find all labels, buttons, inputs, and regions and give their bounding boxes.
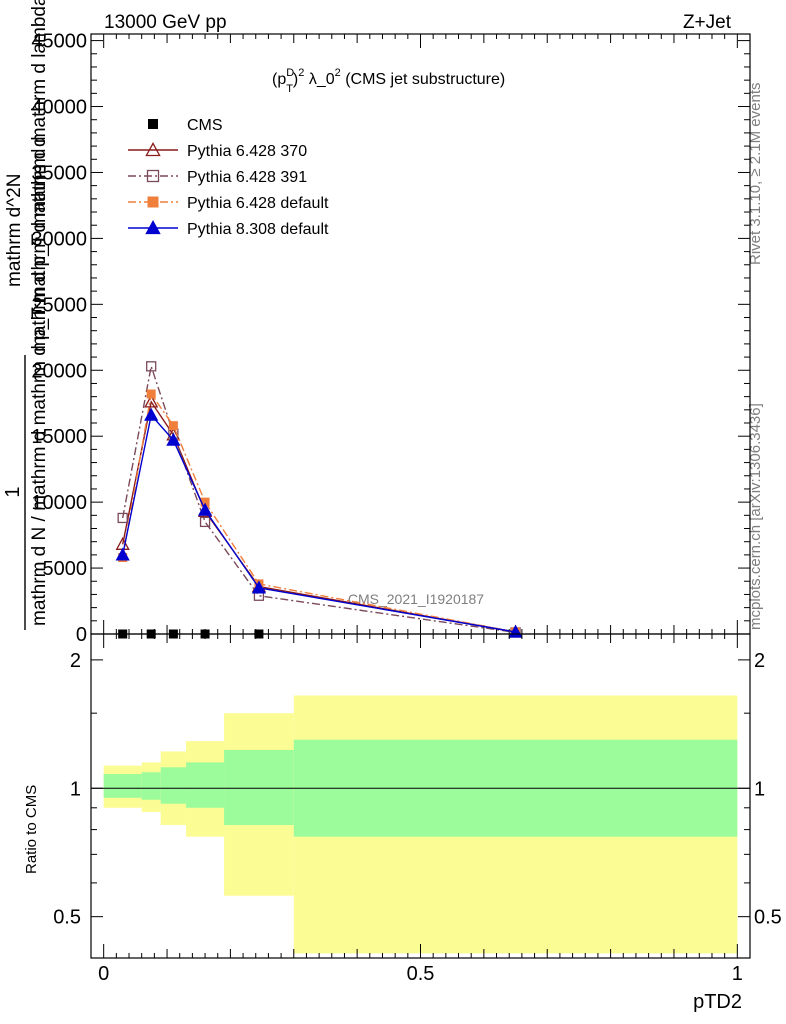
header-left: 13000 GeV pp [104, 12, 227, 33]
data-point [146, 389, 156, 399]
y-tick-label-main: 20000 [31, 360, 87, 382]
y-label-line1: mathrm d^2N [4, 174, 25, 287]
legend-item: Pythia 6.428 391 [128, 169, 307, 186]
legend-item: Pythia 6.428 default [128, 195, 329, 212]
y-tick-label-main: 30000 [31, 228, 87, 250]
y-axis-label-main: 1 mathrm d N / mathrm d mathrm d p_T mat… [2, 0, 50, 630]
data-point [146, 169, 160, 183]
watermark: CMS_2021_I1920187 [348, 591, 484, 607]
y-label-denominator: mathrm d N / mathrm d mathrm d p_T mathr… [29, 136, 50, 626]
ratio-band-inner [103, 774, 142, 798]
x-tick-label: 0.5 [407, 963, 435, 985]
header-right: Z+Jet [683, 12, 732, 33]
series-line [121, 366, 516, 634]
x-tick-label: 1 [732, 963, 743, 985]
y-tick-label-main: 10000 [31, 492, 87, 514]
ratio-band-inner [186, 762, 225, 808]
x-axis-label: pTD2 [693, 991, 742, 1013]
data-point [166, 432, 181, 446]
legend-item: CMS [148, 117, 223, 134]
series-pythia-8-308-default [115, 407, 523, 638]
y-label-numerator: 1 [2, 486, 24, 497]
legend-label: Pythia 6.428 391 [187, 169, 307, 186]
ratio-plot: 0 0.5 1 0.5 0.5 1 1 2 2 [53, 633, 782, 985]
y-tick-label-main: 25000 [31, 294, 87, 316]
data-point [144, 407, 159, 421]
data-point [146, 361, 157, 372]
y-label-line2: mathrm d p_T mathrm d mathrm d lambda [29, 0, 50, 352]
y-axis-label-ratio: Ratio to CMS [23, 785, 40, 874]
ratio-band-inner [141, 772, 161, 800]
y-tick-label-main: 45000 [31, 31, 87, 53]
data-point [251, 580, 267, 594]
data-point [145, 142, 161, 157]
legend-label: Pythia 8.308 default [187, 221, 329, 238]
data-point [199, 516, 211, 528]
data-point [147, 196, 159, 208]
legend-label: Pythia 6.428 default [187, 195, 329, 212]
y-tick-label-ratio-right: 2 [754, 650, 765, 672]
ratio-band-inner [224, 749, 294, 826]
series-line [121, 392, 516, 633]
series-line [121, 413, 516, 633]
chart-title: (pD T)2 λ_02 (CMS jet substructure) [272, 67, 505, 95]
y-tick-label-ratio: 2 [70, 650, 81, 672]
legend-item: Pythia 6.428 370 [128, 142, 307, 160]
data-point [115, 547, 130, 561]
ratio-bands [103, 695, 738, 954]
x-tick-label: 0 [98, 963, 109, 985]
legend-item: Pythia 8.308 default [128, 220, 329, 238]
rivet-label: Rivet 3.1.10, ≥ 2.1M events [747, 83, 764, 266]
data-point [148, 119, 158, 129]
y-tick-label-main: 15000 [31, 426, 87, 448]
data-point [144, 394, 159, 408]
main-plot: 0 5000 10000 15000 20000 25000 30000 35000 40000… [31, 31, 751, 646]
y-tick-label-main: 0 [76, 624, 87, 646]
data-point [168, 421, 178, 431]
y-tick-label-ratio: 0.5 [53, 907, 81, 929]
y-tick-label-ratio: 1 [70, 778, 81, 800]
y-tick-label-main: 5000 [43, 558, 88, 580]
ratio-band-inner [160, 767, 187, 804]
legend: CMS Pythia 6.428 370 Pythia 6.428 391 Pythi… [128, 117, 329, 238]
y-tick-label-main: 35000 [31, 162, 87, 184]
data-point [117, 512, 128, 524]
series-line [121, 400, 516, 633]
data-point [197, 502, 213, 516]
mcplots-label: mcplots.cern.ch [arXiv:1306.3436] [747, 403, 764, 630]
y-tick-label-ratio-right: 1 [754, 778, 765, 800]
y-tick-label-ratio-right: 0.5 [754, 907, 782, 929]
data-point [145, 220, 161, 235]
legend-label: Pythia 6.428 370 [187, 143, 307, 160]
legend-label: CMS [187, 117, 223, 134]
data-point [200, 497, 210, 507]
y-tick-label-main: 40000 [31, 97, 87, 119]
